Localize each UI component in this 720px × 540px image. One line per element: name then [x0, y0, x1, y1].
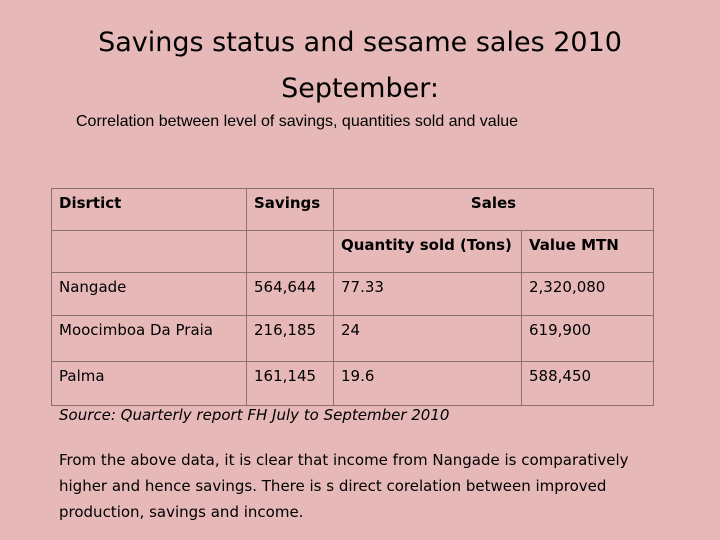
- table-row: Moocimboa Da Praia 216,185 24 619,900: [51, 315, 655, 362]
- table-header-row: Disrtict Savings Sales: [51, 188, 655, 231]
- cell-savings: 216,185: [246, 315, 334, 362]
- cell-value: 619,900: [520, 315, 655, 362]
- sales-table: Disrtict Savings Sales Quantity sold (To…: [51, 188, 655, 406]
- header-value: Value MTN: [520, 230, 655, 273]
- header-district: Disrtict: [51, 188, 247, 231]
- table-row: Nangade 564,644 77.33 2,320,080: [51, 272, 655, 316]
- cell-value: 2,320,080: [520, 272, 655, 316]
- cell-quantity: 19.6: [333, 361, 522, 406]
- cell-district: Palma: [51, 361, 247, 406]
- table-row: Palma 161,145 19.6 588,450: [51, 361, 655, 406]
- header-savings: Savings: [246, 188, 334, 231]
- subheader-empty-2: [246, 230, 334, 273]
- cell-savings: 564,644: [246, 272, 334, 316]
- conclusion-paragraph: From the above data, it is clear that in…: [59, 451, 629, 521]
- title-line-2: September:: [281, 73, 439, 104]
- subtitle: Correlation between level of savings, qu…: [76, 113, 519, 130]
- cell-quantity: 24: [333, 315, 522, 362]
- cell-district: Nangade: [51, 272, 247, 316]
- cell-savings: 161,145: [246, 361, 334, 406]
- cell-quantity: 77.33: [333, 272, 522, 316]
- cell-district: Moocimboa Da Praia: [51, 315, 247, 362]
- header-sales: Sales: [332, 188, 655, 231]
- page-title: Savings status and sesame sales 2010 Sep…: [0, 20, 720, 112]
- table-subheader-row: Quantity sold (Tons) Value MTN: [51, 230, 655, 273]
- title-line-1: Savings status and sesame sales 2010: [98, 27, 622, 58]
- header-quantity: Quantity sold (Tons): [333, 230, 522, 273]
- subheader-empty-1: [51, 230, 247, 273]
- source-note: Source: Quarterly report FH July to Sept…: [59, 406, 450, 424]
- cell-value: 588,450: [520, 361, 655, 406]
